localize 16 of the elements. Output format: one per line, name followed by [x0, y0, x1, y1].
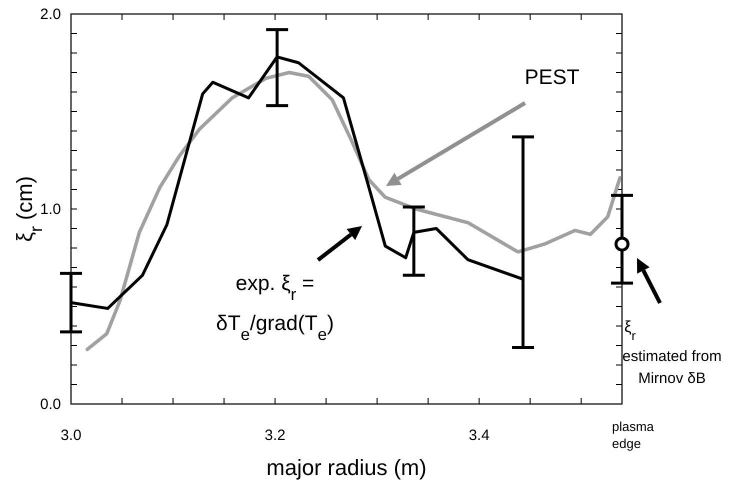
- text: plasma: [612, 419, 655, 434]
- text: Mirnov δB: [638, 370, 706, 387]
- y-tick-label: 1.0: [40, 201, 61, 218]
- x-tick-label: 3.2: [264, 427, 286, 444]
- y-tick-label: 0.0: [40, 396, 61, 413]
- text: ξ$_{r}$: [624, 319, 636, 342]
- annotation: δT$_{e}$/grad(T$_{e}$): [216, 312, 334, 344]
- y-tick-label: 2.0: [40, 6, 61, 23]
- annotation: PEST: [524, 66, 580, 89]
- text: estimated from: [622, 348, 722, 365]
- x-tick-label: 3.4: [468, 427, 490, 444]
- x-tick-label: 3.0: [60, 427, 82, 444]
- x-axis-title: major radius (m): [266, 455, 427, 480]
- line-series: [86, 70, 622, 352]
- text: edge: [612, 436, 641, 451]
- annotation: exp. ξ$_{r}$ =: [236, 272, 314, 304]
